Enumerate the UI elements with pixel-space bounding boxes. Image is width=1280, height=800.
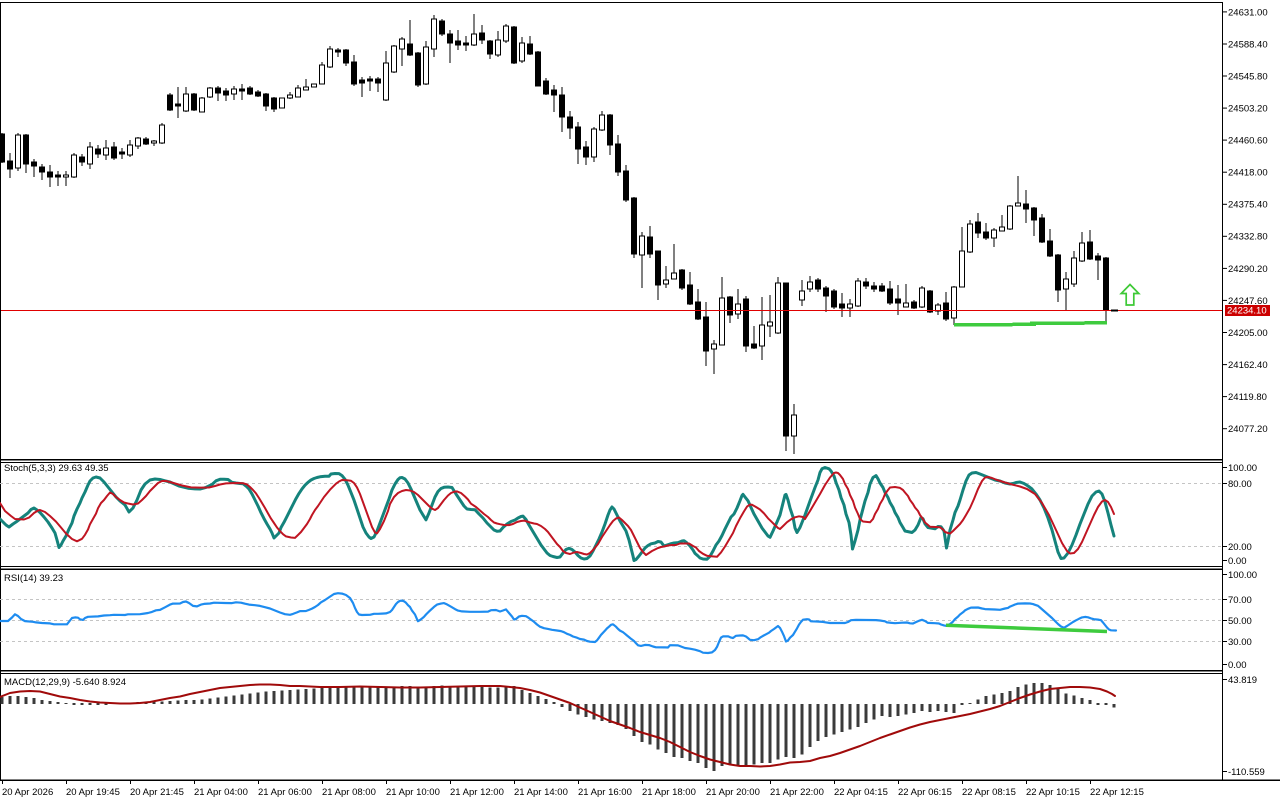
svg-text:24631.00: 24631.00 (1228, 7, 1268, 18)
svg-text:24545.80: 24545.80 (1228, 71, 1268, 82)
svg-text:24460.60: 24460.60 (1228, 136, 1268, 147)
svg-text:21 Apr 10:00: 21 Apr 10:00 (386, 787, 440, 798)
svg-text:24332.80: 24332.80 (1228, 232, 1268, 243)
svg-text:20 Apr 2026: 20 Apr 2026 (2, 787, 53, 798)
svg-text:21 Apr 08:00: 21 Apr 08:00 (322, 787, 376, 798)
svg-text:21 Apr 16:00: 21 Apr 16:00 (578, 787, 632, 798)
svg-text:-110.559: -110.559 (1228, 767, 1265, 778)
svg-text:24588.40: 24588.40 (1228, 39, 1268, 50)
svg-text:24162.40: 24162.40 (1228, 360, 1268, 371)
svg-text:21 Apr 04:00: 21 Apr 04:00 (194, 787, 248, 798)
svg-text:21 Apr 20:00: 21 Apr 20:00 (706, 787, 760, 798)
svg-text:21 Apr 18:00: 21 Apr 18:00 (642, 787, 696, 798)
svg-text:24290.20: 24290.20 (1228, 264, 1268, 275)
svg-text:24418.00: 24418.00 (1228, 168, 1268, 179)
svg-text:21 Apr 14:00: 21 Apr 14:00 (514, 787, 568, 798)
svg-text:50.00: 50.00 (1228, 616, 1252, 627)
svg-text:Stoch(5,3,3) 29.63 49.35: Stoch(5,3,3) 29.63 49.35 (4, 463, 109, 474)
svg-text:100.00: 100.00 (1228, 463, 1257, 474)
svg-text:100.00: 100.00 (1228, 570, 1257, 581)
svg-text:22 Apr 04:15: 22 Apr 04:15 (834, 787, 888, 798)
svg-text:24077.20: 24077.20 (1228, 424, 1268, 435)
svg-text:43.819: 43.819 (1228, 675, 1257, 686)
svg-text:20 Apr 21:45: 20 Apr 21:45 (130, 787, 184, 798)
svg-text:22 Apr 06:15: 22 Apr 06:15 (898, 787, 952, 798)
svg-text:24375.40: 24375.40 (1228, 200, 1268, 211)
svg-text:21 Apr 22:00: 21 Apr 22:00 (770, 787, 824, 798)
svg-text:24247.60: 24247.60 (1228, 296, 1268, 307)
svg-text:21 Apr 12:00: 21 Apr 12:00 (450, 787, 504, 798)
svg-text:0.00: 0.00 (1228, 556, 1247, 567)
svg-text:80.00: 80.00 (1228, 479, 1252, 490)
svg-text:21 Apr 06:00: 21 Apr 06:00 (258, 787, 312, 798)
svg-text:30.00: 30.00 (1228, 637, 1252, 648)
svg-text:24119.80: 24119.80 (1228, 392, 1267, 403)
svg-text:22 Apr 12:15: 22 Apr 12:15 (1090, 787, 1144, 798)
svg-text:20.00: 20.00 (1228, 542, 1252, 553)
svg-text:MACD(12,29,9) -5.640 8.924: MACD(12,29,9) -5.640 8.924 (4, 677, 126, 688)
svg-text:0.00: 0.00 (1228, 660, 1247, 671)
svg-text:RSI(14) 39.23: RSI(14) 39.23 (4, 573, 63, 584)
svg-text:24234.10: 24234.10 (1227, 306, 1267, 317)
svg-text:24503.20: 24503.20 (1228, 104, 1268, 115)
svg-text:22 Apr 08:15: 22 Apr 08:15 (962, 787, 1016, 798)
svg-text:24205.00: 24205.00 (1228, 328, 1268, 339)
svg-text:20 Apr 19:45: 20 Apr 19:45 (66, 787, 120, 798)
svg-text:22 Apr 10:15: 22 Apr 10:15 (1026, 787, 1080, 798)
svg-text:70.00: 70.00 (1228, 595, 1252, 606)
